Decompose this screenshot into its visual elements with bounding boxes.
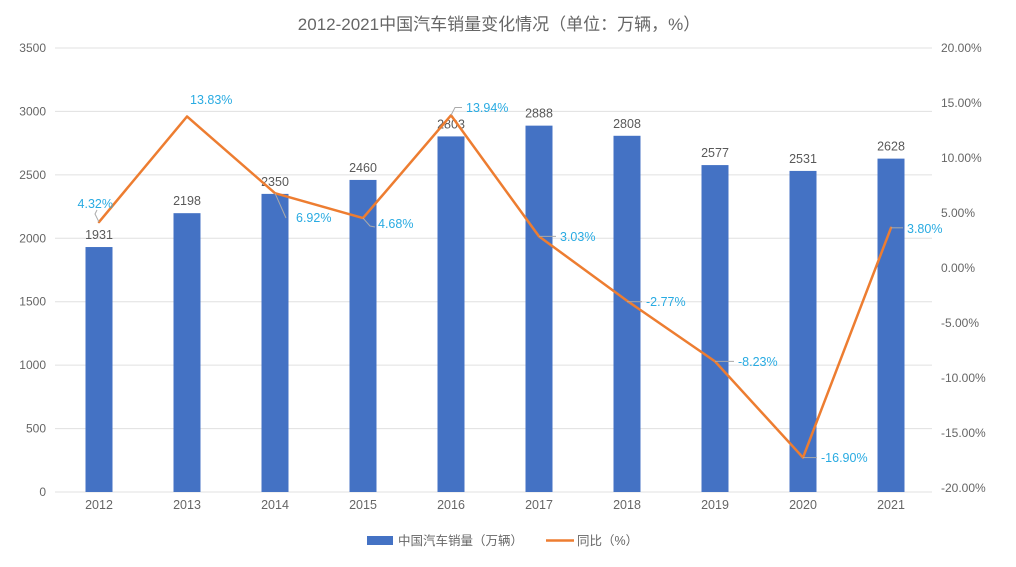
svg-text:中国汽车销量（万辆）: 中国汽车销量（万辆）	[398, 533, 523, 548]
svg-text:同比（%）: 同比（%）	[577, 534, 638, 548]
svg-text:13.94%: 13.94%	[466, 101, 508, 115]
svg-text:2531: 2531	[789, 152, 817, 166]
svg-text:2577: 2577	[701, 146, 729, 160]
svg-text:2017: 2017	[525, 498, 553, 512]
svg-text:0.00%: 0.00%	[941, 261, 975, 275]
svg-text:4.68%: 4.68%	[378, 217, 413, 231]
svg-text:0: 0	[39, 485, 46, 499]
svg-text:2888: 2888	[525, 107, 553, 121]
svg-text:-20.00%: -20.00%	[941, 481, 986, 495]
svg-text:2021: 2021	[877, 498, 905, 512]
svg-text:4.32%: 4.32%	[78, 197, 113, 211]
svg-text:-2.77%: -2.77%	[646, 295, 686, 309]
svg-text:2628: 2628	[877, 140, 905, 154]
svg-text:3000: 3000	[19, 104, 46, 118]
svg-text:13.83%: 13.83%	[190, 93, 232, 107]
svg-text:2000: 2000	[19, 231, 46, 245]
svg-text:1000: 1000	[19, 358, 46, 372]
svg-text:1931: 1931	[85, 228, 113, 242]
svg-text:2015: 2015	[349, 498, 377, 512]
svg-text:3.80%: 3.80%	[907, 222, 942, 236]
svg-text:2020: 2020	[789, 498, 817, 512]
svg-text:2014: 2014	[261, 498, 289, 512]
svg-text:-15.00%: -15.00%	[941, 426, 986, 440]
svg-text:2012: 2012	[85, 498, 113, 512]
svg-text:1500: 1500	[19, 295, 46, 309]
svg-text:500: 500	[26, 422, 46, 436]
svg-text:2808: 2808	[613, 117, 641, 131]
svg-text:2500: 2500	[19, 168, 46, 182]
svg-text:3.03%: 3.03%	[560, 230, 595, 244]
svg-text:-10.00%: -10.00%	[941, 371, 986, 385]
svg-text:2350: 2350	[261, 175, 289, 189]
svg-text:2018: 2018	[613, 498, 641, 512]
svg-text:2198: 2198	[173, 194, 201, 208]
svg-text:2013: 2013	[173, 498, 201, 512]
svg-text:20.00%: 20.00%	[941, 41, 982, 55]
svg-text:6.92%: 6.92%	[296, 211, 331, 225]
svg-text:-16.90%: -16.90%	[821, 451, 868, 465]
svg-text:10.00%: 10.00%	[941, 151, 982, 165]
svg-text:3500: 3500	[19, 41, 46, 55]
svg-text:-8.23%: -8.23%	[738, 355, 778, 369]
svg-text:5.00%: 5.00%	[941, 206, 975, 220]
svg-text:2016: 2016	[437, 498, 465, 512]
svg-text:2460: 2460	[349, 161, 377, 175]
svg-text:15.00%: 15.00%	[941, 96, 982, 110]
svg-text:-5.00%: -5.00%	[941, 316, 979, 330]
svg-text:2019: 2019	[701, 498, 729, 512]
